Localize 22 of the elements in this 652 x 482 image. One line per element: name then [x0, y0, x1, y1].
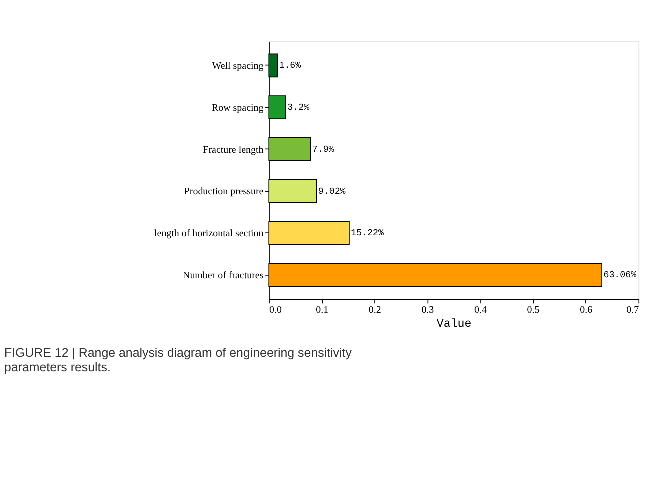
x-tick-label: 0.5 [527, 304, 540, 316]
data-label: 15.22% [351, 228, 385, 239]
x-tick-label: 0.3 [422, 304, 434, 316]
data-label: 63.06% [604, 270, 638, 281]
y-tick-label: Number of fractures [183, 270, 264, 282]
x-tick-label: 0.2 [368, 304, 382, 316]
x-tick-label: 0.4 [474, 304, 487, 316]
data-label: 7.9% [312, 144, 335, 155]
data-label: 9.02% [318, 186, 346, 197]
x-tick-label: 0.6 [580, 304, 593, 316]
x-tick-label: 0.0 [270, 304, 282, 316]
data-label: 3.2% [288, 102, 310, 114]
y-tick-label: Fracture length [203, 144, 264, 156]
caption: FIGURE 12 | Range analysis diagram of engineering sensitivity parameters results. [4, 346, 353, 374]
y-tick-label: length of horizontal section [154, 228, 264, 240]
y-tick-label: Row spacing [212, 102, 264, 114]
y-tick-label: Production pressure [184, 186, 264, 198]
x-tick-label: 0.7 [626, 304, 640, 316]
x-tick-label: 0.1 [316, 304, 329, 316]
data-label: 1.6% [279, 60, 302, 72]
x-axis-title: Value [436, 318, 472, 331]
y-tick-label: Well spacing [212, 61, 264, 72]
